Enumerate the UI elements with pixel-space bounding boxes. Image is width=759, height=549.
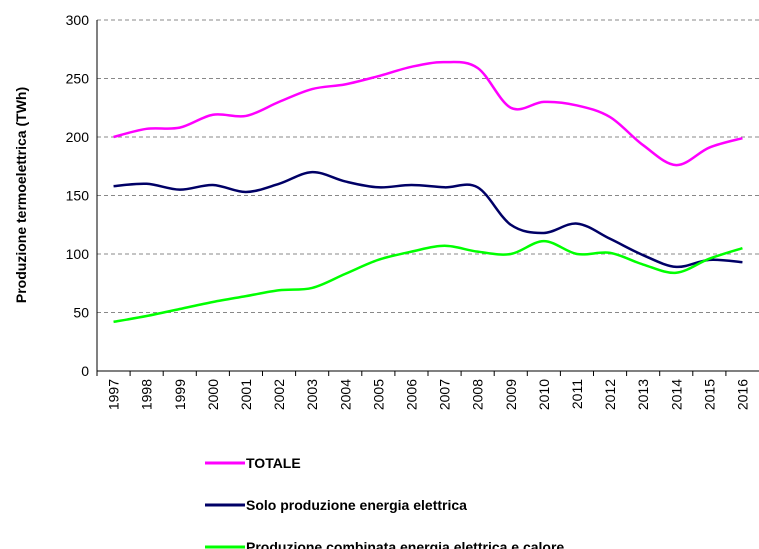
series-line xyxy=(113,170,743,269)
x-tick-label: 2009 xyxy=(503,379,519,410)
x-tick-label: 1997 xyxy=(106,379,122,410)
x-tick-label: 1999 xyxy=(172,379,188,410)
y-tick-label: 100 xyxy=(66,246,90,262)
x-tick-label: 2000 xyxy=(205,379,221,410)
legend-label: Solo produzione energia elettrica xyxy=(246,497,467,513)
legend-label: TOTALE xyxy=(246,455,301,471)
x-tick-label: 2014 xyxy=(668,379,684,410)
x-tick-label: 2002 xyxy=(271,379,287,410)
y-tick-label: 0 xyxy=(81,363,89,379)
x-tick-label: 2006 xyxy=(403,379,419,410)
x-tick-label: 2004 xyxy=(337,379,353,410)
x-tick-label: 2016 xyxy=(734,379,750,410)
y-tick-label: 50 xyxy=(73,305,89,321)
x-tick-label: 2008 xyxy=(470,379,486,410)
x-tick-label: 2012 xyxy=(602,379,618,410)
y-tick-label: 250 xyxy=(66,71,90,87)
series-line xyxy=(113,60,743,167)
x-tick-label: 2001 xyxy=(238,379,254,410)
y-tick-label: 200 xyxy=(66,129,90,145)
x-tick-label: 2013 xyxy=(635,379,651,410)
x-tick-label: 2011 xyxy=(569,379,585,409)
x-tick-label: 2003 xyxy=(304,379,320,410)
legend-label: Produzione combinata energia elettrica e… xyxy=(246,539,564,549)
x-tick-label: 2015 xyxy=(701,379,717,410)
x-tick-label: 2007 xyxy=(437,379,453,410)
y-axis-label: Produzione termoelettrica (TWh) xyxy=(13,87,29,303)
y-tick-label: 300 xyxy=(66,12,90,28)
y-tick-label: 150 xyxy=(66,188,90,204)
x-tick-label: 2010 xyxy=(536,379,552,410)
series-line xyxy=(113,239,743,324)
x-tick-label: 2005 xyxy=(370,379,386,410)
x-tick-label: 1998 xyxy=(139,379,155,410)
